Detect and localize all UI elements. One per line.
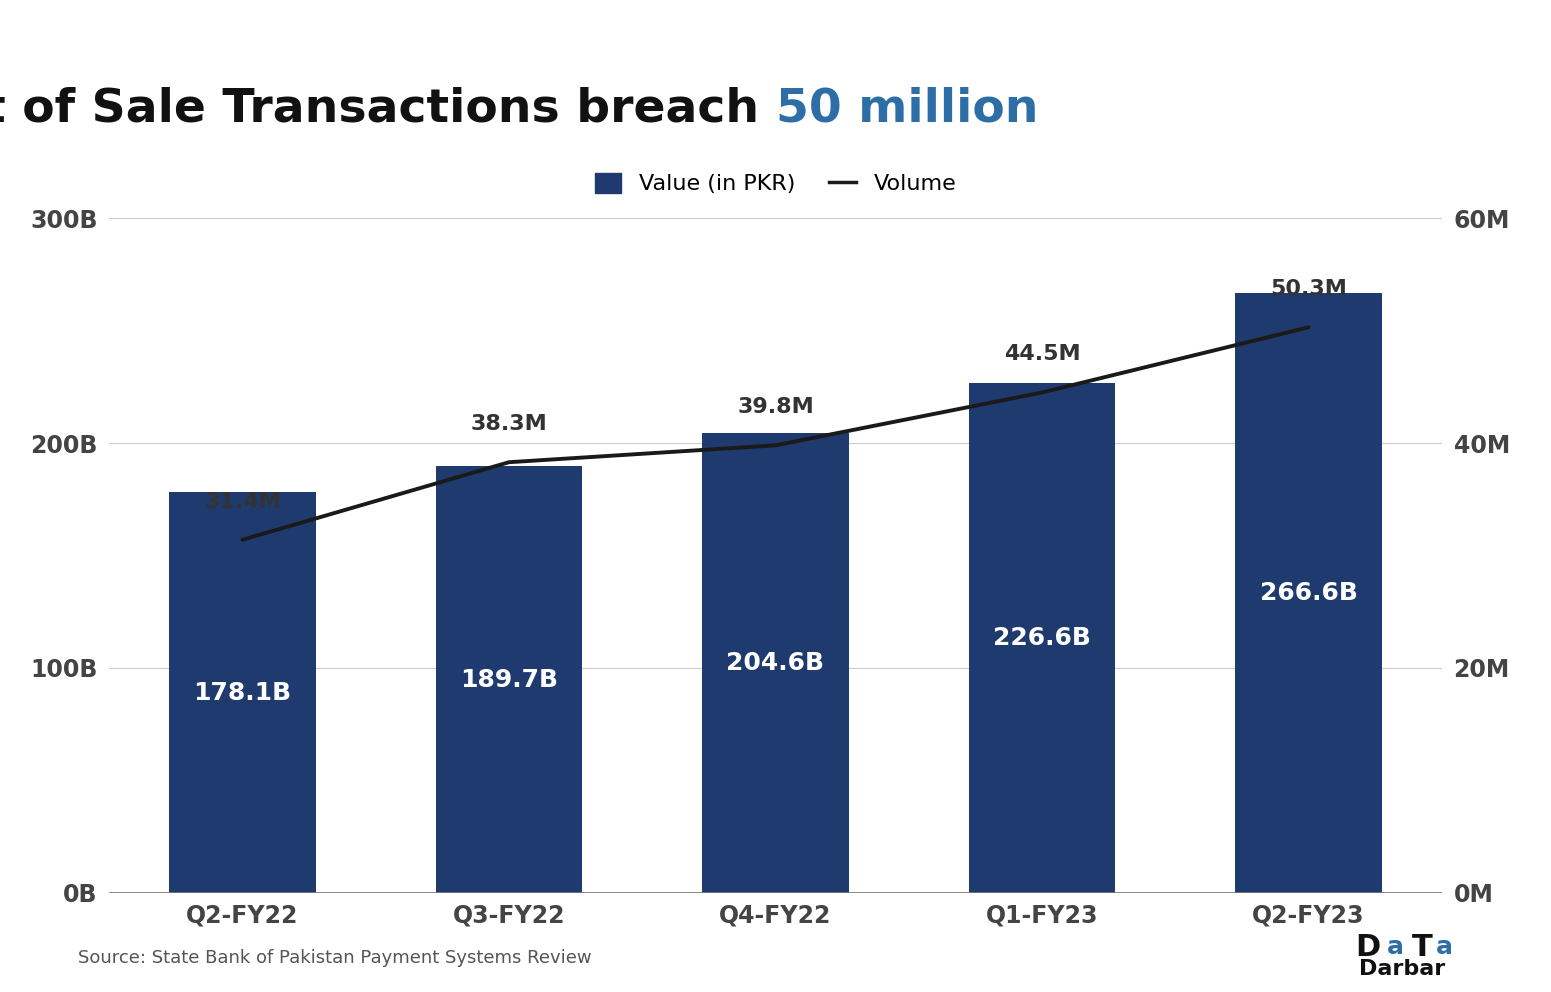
Text: 266.6B: 266.6B (1259, 581, 1357, 605)
Text: 226.6B: 226.6B (993, 626, 1090, 650)
Text: 189.7B: 189.7B (461, 668, 558, 691)
Bar (436, 466, 582, 893)
Text: 44.5M: 44.5M (1003, 344, 1081, 364)
Text: 204.6B: 204.6B (726, 651, 825, 675)
Bar (969, 383, 1115, 893)
Text: D: D (1356, 932, 1380, 962)
Text: 31.4M: 31.4M (205, 492, 281, 512)
Text: a: a (1436, 935, 1453, 959)
Text: Source: State Bank of Pakistan Payment Systems Review: Source: State Bank of Pakistan Payment S… (78, 949, 591, 967)
Text: a: a (1387, 935, 1404, 959)
Text: T: T (1411, 932, 1432, 962)
Text: 38.3M: 38.3M (470, 414, 548, 434)
Text: Darbar: Darbar (1359, 958, 1446, 978)
Legend: Value (in PKR), Volume: Value (in PKR), Volume (596, 173, 955, 194)
Text: 50 million: 50 million (776, 86, 1038, 132)
Text: 178.1B: 178.1B (194, 681, 292, 704)
Text: 50.3M: 50.3M (1270, 279, 1346, 300)
Bar (1235, 294, 1382, 893)
Bar (169, 492, 316, 893)
Text: 39.8M: 39.8M (737, 397, 814, 418)
Bar (703, 433, 848, 893)
Text: Point of Sale Transactions breach: Point of Sale Transactions breach (0, 86, 776, 132)
